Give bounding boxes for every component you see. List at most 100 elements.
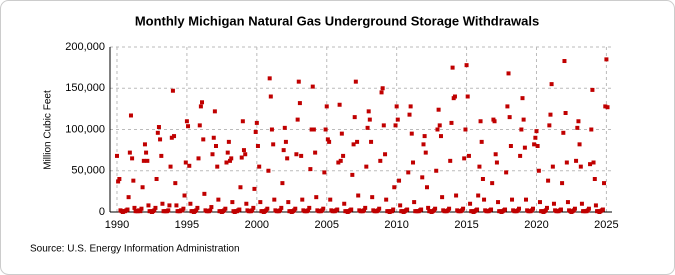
point	[352, 115, 357, 120]
x-tick-label: 2025	[594, 219, 618, 231]
point	[174, 203, 179, 208]
x-tick-label: 2020	[524, 219, 548, 231]
point	[166, 208, 171, 213]
point	[546, 178, 551, 183]
point	[216, 197, 221, 202]
point	[604, 57, 609, 62]
point	[576, 119, 581, 124]
point	[577, 142, 582, 147]
source: Source: U.S. Energy Information Administ…	[30, 244, 240, 255]
point	[282, 125, 287, 130]
point	[296, 79, 301, 84]
point	[254, 120, 259, 125]
point	[549, 82, 554, 87]
point	[322, 170, 327, 175]
point	[130, 156, 135, 161]
point	[521, 117, 526, 122]
point	[225, 150, 230, 155]
point	[255, 144, 260, 148]
point	[229, 156, 234, 161]
point	[297, 101, 302, 106]
point	[309, 127, 314, 132]
point	[461, 206, 466, 211]
point	[188, 201, 193, 206]
point	[278, 208, 283, 213]
point	[240, 119, 245, 124]
point	[380, 86, 385, 91]
point	[579, 201, 584, 206]
point	[172, 134, 177, 139]
point	[267, 76, 272, 81]
point	[561, 130, 566, 135]
point	[213, 144, 218, 148]
point	[551, 201, 556, 206]
point	[420, 175, 425, 180]
point	[464, 63, 469, 68]
point	[201, 137, 206, 142]
point	[496, 200, 501, 205]
point	[243, 152, 248, 157]
point	[590, 87, 595, 92]
point	[169, 135, 174, 140]
point	[419, 207, 424, 212]
point	[433, 206, 438, 211]
point	[230, 200, 235, 205]
point	[602, 181, 607, 186]
point	[450, 65, 455, 70]
point	[378, 158, 383, 163]
point	[518, 153, 523, 158]
point	[407, 112, 412, 117]
point	[314, 195, 319, 200]
point	[307, 205, 312, 210]
point	[476, 193, 481, 198]
point	[522, 145, 527, 150]
point	[168, 164, 173, 169]
point	[367, 117, 372, 122]
point	[257, 164, 262, 169]
point	[480, 177, 485, 181]
point	[479, 139, 484, 144]
point	[250, 208, 255, 213]
point	[306, 208, 311, 213]
point	[210, 152, 215, 157]
point	[492, 119, 497, 124]
point	[128, 113, 133, 118]
point	[285, 156, 290, 161]
y-tick-label: 50,000	[71, 165, 105, 177]
point	[300, 197, 305, 202]
point	[116, 179, 121, 184]
point	[397, 178, 402, 183]
point	[377, 206, 382, 211]
point	[363, 205, 368, 210]
point	[310, 84, 315, 89]
point	[548, 112, 553, 117]
point	[155, 130, 160, 135]
point	[452, 94, 457, 99]
point	[349, 207, 354, 212]
point	[537, 200, 542, 205]
point	[125, 207, 130, 212]
point	[381, 123, 386, 128]
point	[328, 197, 333, 202]
point	[141, 158, 146, 163]
point	[311, 127, 316, 132]
point	[409, 131, 414, 136]
point	[411, 160, 416, 165]
point	[294, 152, 299, 157]
x-tick-label: 2005	[314, 219, 338, 231]
point	[425, 185, 430, 190]
point	[394, 104, 399, 109]
point	[466, 153, 471, 158]
y-tick-label: 150,000	[65, 82, 105, 94]
point	[139, 206, 144, 211]
point	[562, 59, 567, 64]
point	[437, 123, 442, 128]
point	[493, 152, 498, 157]
point	[369, 139, 374, 144]
point	[447, 206, 452, 211]
point	[440, 195, 445, 200]
point	[142, 142, 147, 147]
y-tick-label: 100,000	[65, 123, 105, 135]
point	[384, 197, 389, 202]
point	[603, 104, 608, 109]
